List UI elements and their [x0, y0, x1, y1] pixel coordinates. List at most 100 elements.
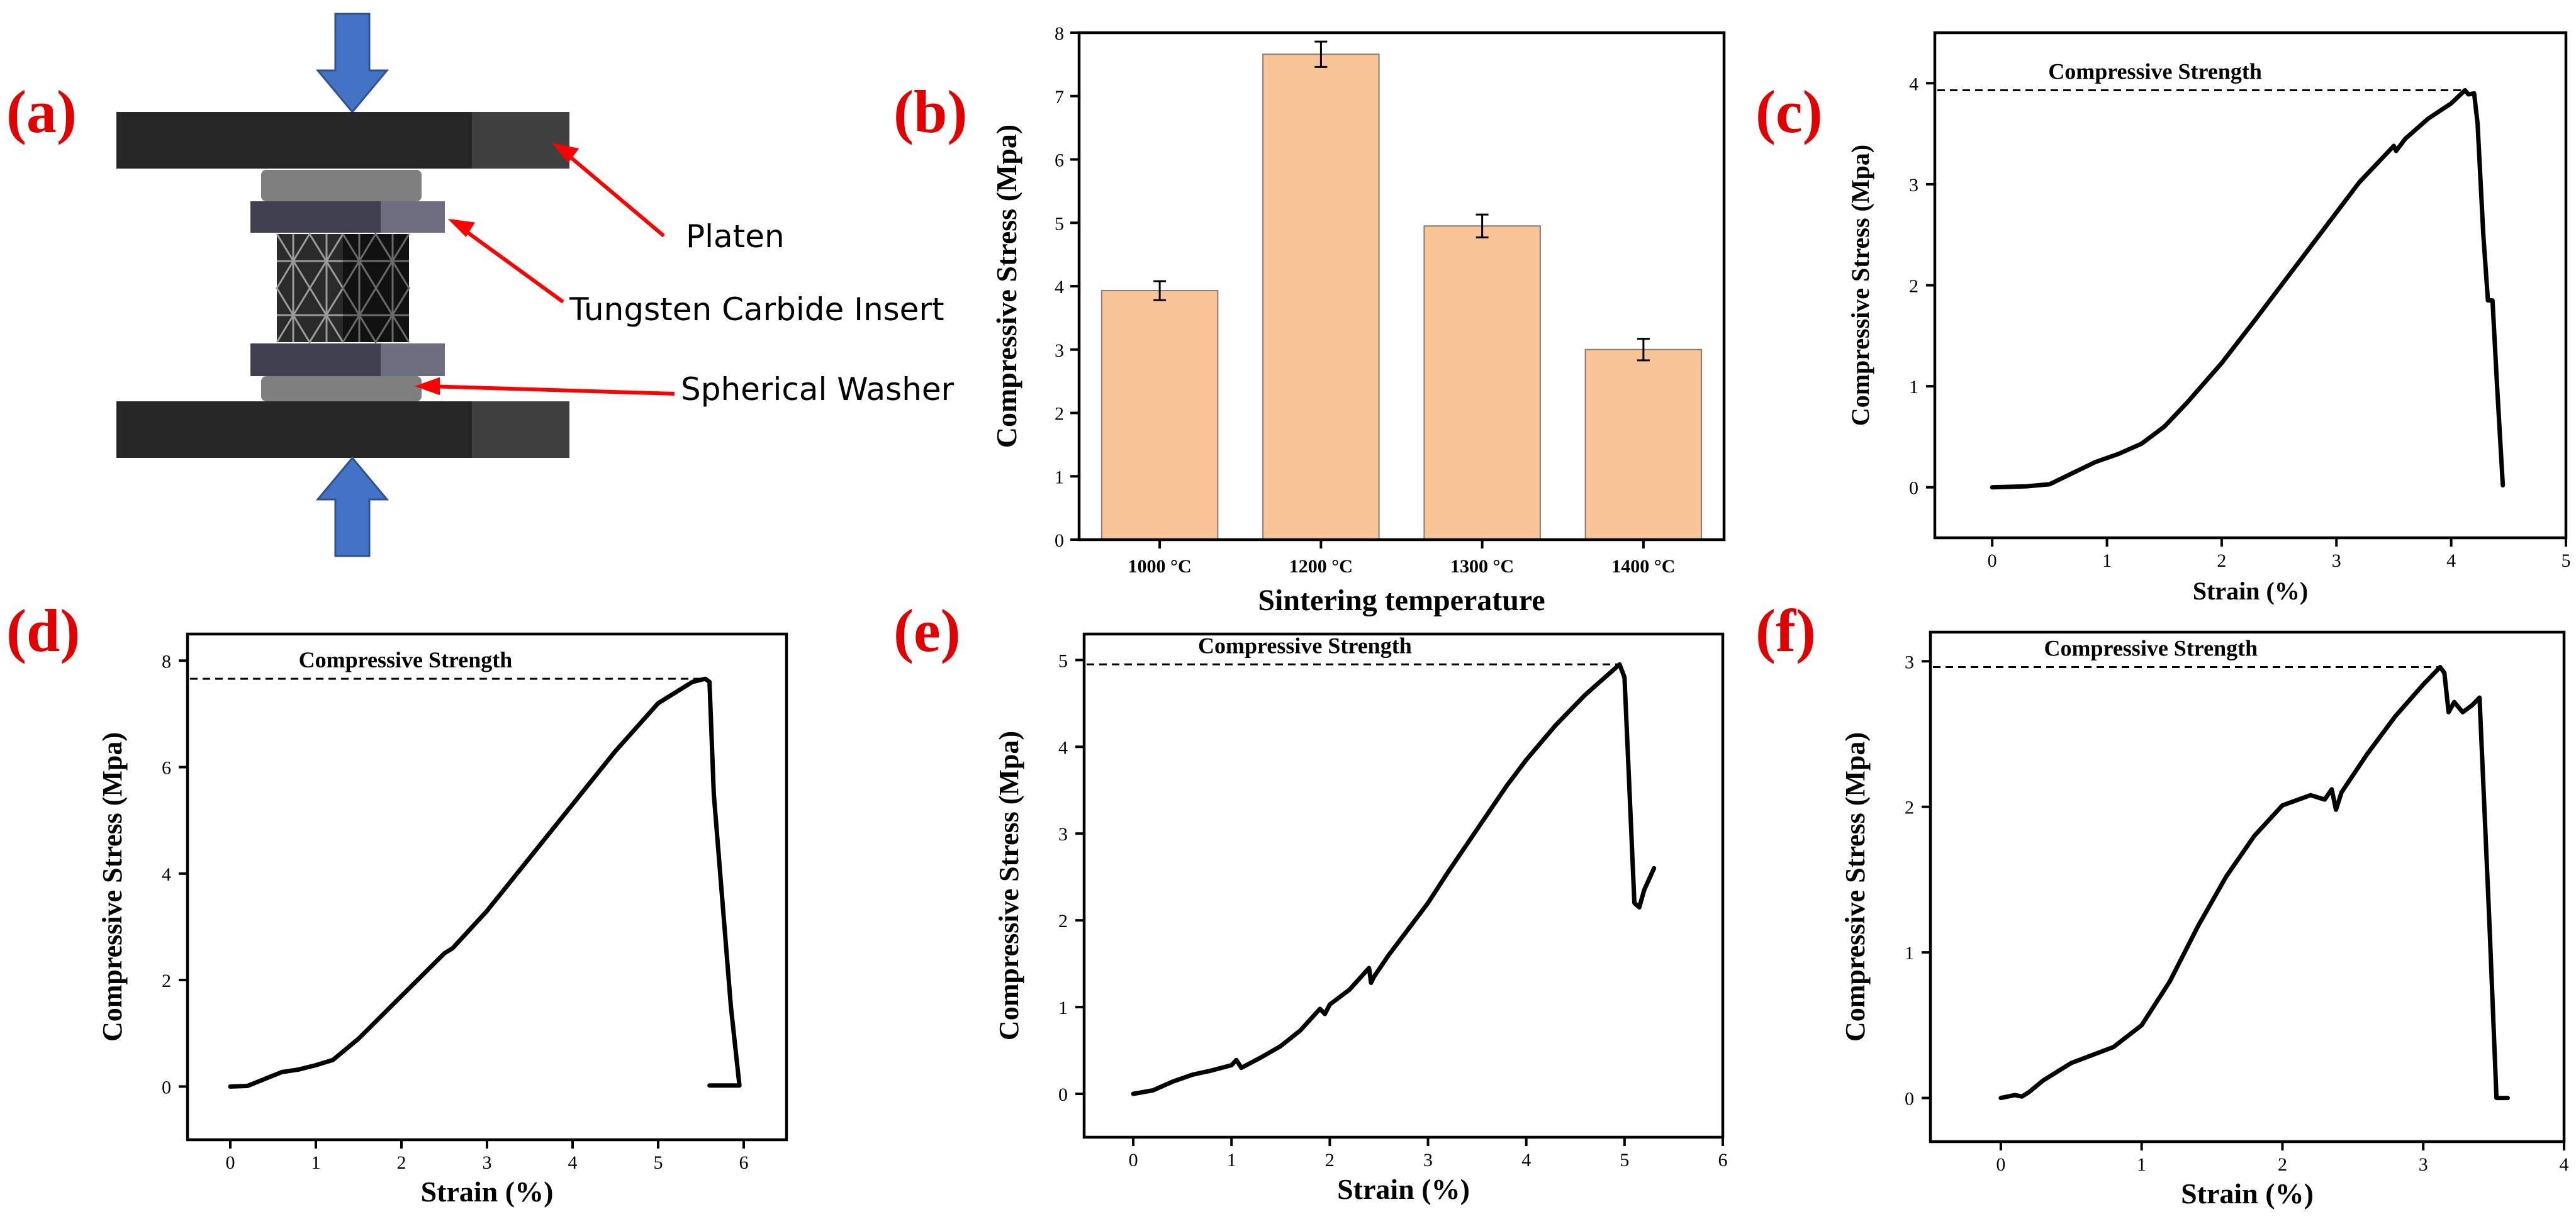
y-tick-label-0: 0 [1909, 478, 1918, 499]
x-tick-label-2: 2 [1325, 1150, 1335, 1171]
panel-b-letter: (b) [893, 78, 967, 145]
bottom-spherical-washer [261, 376, 422, 401]
stress-strain-curve [1131, 662, 1657, 1096]
panel-f-stress-strain: (f) 0 1 2 3 4 0 1 2 3 Compressive Strength Strain … [1756, 597, 2569, 1210]
bottom-platen-edge [472, 401, 569, 458]
y-tick-label-5: 5 [1058, 650, 1068, 671]
x-tick-label-1: 1 [1227, 1150, 1236, 1171]
y-tick-label-8: 8 [1055, 23, 1064, 44]
y-tick-label-3: 3 [1058, 824, 1068, 845]
stress-strain-curve [1998, 665, 2510, 1101]
panel-a-schematic: (a) [6, 13, 955, 557]
y-tick-label-2: 4 [162, 864, 171, 885]
x-tick-label-0: 0 [1129, 1150, 1138, 1171]
top-tungsten-carbide-insert [250, 201, 381, 233]
x-tick-label-1: 1 [311, 1152, 321, 1173]
platen-label: Platen [686, 218, 785, 255]
y-tick-label-7: 7 [1055, 87, 1064, 108]
washer-callout-arrow-icon [427, 384, 675, 396]
chart-f-plot: 0 1 2 3 4 0 1 2 3 Compressive Strength Strain (%) C… [1840, 630, 2569, 1210]
y-tick-label-1: 1 [1905, 943, 1914, 964]
bar-1 [1262, 53, 1380, 540]
x-tick-label-4: 4 [568, 1152, 578, 1173]
x-tick-label-3: 3 [483, 1152, 492, 1173]
bottom-platen [116, 401, 472, 458]
stress-strain-curve [228, 676, 742, 1089]
y-tick-label-2: 2 [1909, 276, 1918, 297]
chart-d-plot: 0 1 2 3 4 5 6 0 2 4 6 8 Compressive Strength Strain (… [97, 632, 788, 1208]
plot-frame [1082, 632, 1725, 1139]
plot-frame [1933, 31, 2568, 540]
x-tick-label-0: 1000 °C [1128, 556, 1192, 577]
bar-3 [1584, 348, 1703, 540]
x-tick-label-3: 3 [2419, 1154, 2428, 1175]
x-tick-label-3: 1400 °C [1611, 556, 1675, 577]
x-tick-label-6: 6 [1718, 1150, 1728, 1171]
x-axis-title: Strain (%) [1337, 1173, 1470, 1205]
bottom-insert-edge [381, 343, 445, 376]
platen-callout-arrow-icon [562, 149, 665, 238]
top-platen [116, 112, 472, 169]
x-axis-title: Strain (%) [421, 1176, 554, 1208]
x-tick-label-2: 2 [397, 1152, 406, 1173]
x-tick-label-1: 1 [2102, 550, 2112, 571]
strength-annotation: Compressive Strength [299, 647, 513, 672]
strength-annotation: Compressive Strength [2044, 636, 2258, 661]
x-axis-title: Sintering temperature [1258, 584, 1545, 617]
y-axis-title: Compressive Stress (Mpa) [97, 732, 128, 1042]
x-tick-label-0: 0 [226, 1152, 235, 1173]
top-load-arrow-icon [315, 13, 389, 114]
x-axis-title: Strain (%) [2193, 577, 2308, 605]
y-tick-label-3: 6 [162, 758, 171, 779]
y-tick-label-0: 0 [1905, 1089, 1914, 1110]
panel-a-letter: (a) [6, 78, 77, 145]
x-tick-label-0: 0 [1996, 1154, 2005, 1175]
x-tick-label-5: 5 [2562, 550, 2571, 571]
x-tick-label-5: 5 [654, 1152, 663, 1173]
panel-d-letter: (d) [6, 597, 80, 664]
chart-e-plot: 0 1 2 3 4 5 6 0 1 2 3 4 5 Compressive Strength Strain … [994, 632, 1728, 1205]
stress-strain-curve [1990, 88, 2506, 490]
x-tick-label-2: 2 [2278, 1154, 2287, 1175]
chart-b-plot: 1000 °C 1200 °C 1300 °C 1400 °C 0 1 2 3 4 5 6 7 8 Sin… [990, 23, 1726, 617]
plot-frame [1929, 630, 2566, 1144]
panel-e-stress-strain: (e) 0 1 2 3 4 5 6 0 1 2 3 4 5 Compressive Strength Str… [893, 597, 1728, 1205]
y-tick-label-1: 2 [162, 971, 171, 991]
x-tick-label-2: 2 [2217, 550, 2226, 571]
x-tick-label-0: 0 [1988, 550, 1997, 571]
strength-annotation: Compressive Strength [1198, 633, 1412, 658]
y-axis-title: Compressive Stress (Mpa) [1840, 732, 1871, 1042]
insert-label: Tungsten Carbide Insert [569, 291, 944, 328]
y-tick-label-4: 4 [1058, 737, 1068, 758]
lattice-specimen [276, 232, 410, 344]
top-platen-edge [472, 112, 569, 169]
panel-b-bar-chart: (b) 1000 °C 1200 °C 1300 °C 1400 °C 0 1 2 3 4 5 6 7… [893, 23, 1726, 617]
y-tick-label-6: 6 [1055, 150, 1064, 171]
panel-c-letter: (c) [1756, 78, 1823, 145]
y-tick-label-4: 4 [1055, 277, 1064, 298]
bottom-tungsten-carbide-insert [250, 343, 381, 376]
y-tick-label-3: 3 [1905, 652, 1914, 672]
panel-f-letter: (f) [1756, 597, 1816, 664]
x-tick-label-6: 6 [739, 1152, 749, 1173]
x-tick-label-1: 1200 °C [1289, 556, 1353, 577]
y-tick-label-4: 8 [162, 651, 171, 672]
x-tick-label-3: 3 [2332, 550, 2341, 571]
y-axis-title: Compressive Stress (Mpa) [994, 731, 1024, 1040]
x-axis-title: Strain (%) [2181, 1177, 2314, 1210]
y-tick-label-2: 2 [1055, 404, 1064, 425]
x-tick-label-4: 4 [2446, 550, 2456, 571]
y-tick-label-1: 1 [1055, 467, 1064, 487]
y-tick-label-4: 4 [1909, 74, 1918, 94]
y-tick-label-3: 3 [1055, 340, 1064, 361]
y-tick-label-1: 1 [1058, 998, 1068, 1018]
x-tick-label-5: 5 [1620, 1150, 1629, 1171]
x-tick-label-4: 4 [2560, 1154, 2569, 1175]
plot-frame [186, 632, 788, 1142]
strength-annotation: Compressive Strength [2048, 59, 2262, 84]
y-tick-label-3: 3 [1909, 175, 1918, 196]
panel-e-letter: (e) [893, 597, 961, 664]
y-tick-label-0: 0 [162, 1077, 171, 1098]
y-tick-label-1: 1 [1909, 377, 1918, 398]
